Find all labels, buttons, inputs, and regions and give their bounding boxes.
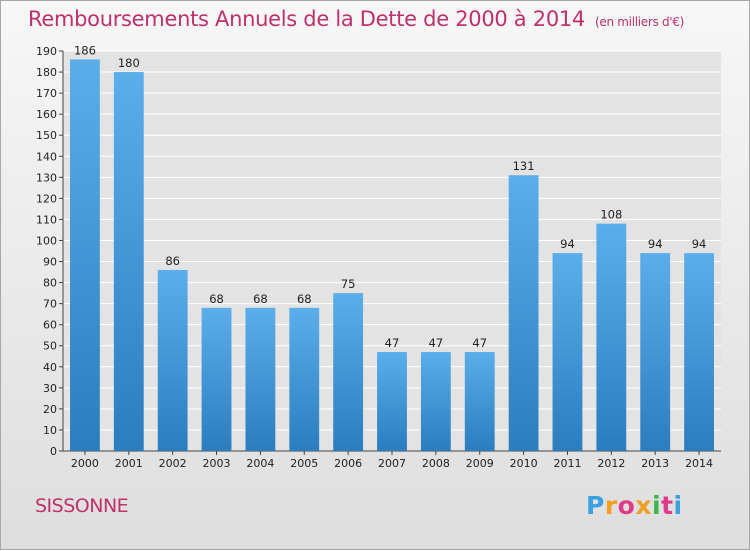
- x-tick-label: 2003: [203, 457, 231, 470]
- chart-title-text: Remboursements Annuels de la Dette de 20…: [28, 7, 585, 31]
- data-label: 94: [692, 237, 707, 251]
- x-tick-label: 2006: [334, 457, 362, 470]
- chart-title: Remboursements Annuels de la Dette de 20…: [28, 7, 684, 31]
- data-label: 68: [297, 292, 312, 306]
- y-tick-label: 180: [36, 66, 57, 79]
- x-tick-label: 2007: [378, 457, 406, 470]
- x-tick-label: 2005: [290, 457, 318, 470]
- bar: [464, 352, 495, 451]
- bar: [640, 253, 671, 451]
- data-label: 180: [118, 56, 140, 70]
- chart-unit-note: (en milliers d'€): [595, 15, 685, 29]
- logo-letter: i: [652, 491, 662, 520]
- y-tick-label: 100: [36, 234, 57, 247]
- bar: [552, 253, 583, 451]
- bar: [201, 307, 232, 451]
- y-tick-label: 40: [43, 361, 57, 374]
- x-tick-label: 2004: [246, 457, 274, 470]
- y-tick-label: 140: [36, 150, 57, 163]
- proxiti-logo: Proxiti: [586, 491, 683, 520]
- y-tick-label: 150: [36, 129, 57, 142]
- x-tick-label: 2002: [159, 457, 187, 470]
- bar: [684, 253, 714, 451]
- y-tick-label: 90: [43, 256, 57, 269]
- data-label: 186: [74, 43, 96, 57]
- y-tick-label: 170: [36, 87, 57, 100]
- y-tick-label: 30: [43, 382, 57, 395]
- x-tick-label: 2008: [422, 457, 450, 470]
- bar: [596, 223, 627, 451]
- bar: [70, 59, 100, 451]
- logo-letter: i: [673, 491, 683, 520]
- bar: [377, 352, 407, 451]
- x-tick-label: 2010: [510, 457, 538, 470]
- data-label: 75: [341, 277, 356, 291]
- bar: [333, 293, 364, 451]
- y-tick-label: 50: [43, 340, 57, 353]
- bar: [245, 307, 276, 451]
- y-tick-label: 190: [36, 45, 57, 58]
- y-tick-label: 130: [36, 171, 57, 184]
- data-label: 108: [600, 208, 622, 222]
- data-label: 47: [385, 336, 400, 350]
- y-tick-label: 80: [43, 277, 57, 290]
- x-tick-label: 2011: [553, 457, 581, 470]
- logo-letter: x: [635, 491, 652, 520]
- data-label: 47: [429, 336, 444, 350]
- logo-letter: r: [604, 491, 618, 520]
- y-tick-label: 160: [36, 108, 57, 121]
- x-tick-label: 2014: [685, 457, 713, 470]
- data-label: 68: [209, 292, 224, 306]
- data-label: 86: [165, 254, 180, 268]
- commune-name: SISSONNE: [35, 495, 129, 517]
- bar: [289, 307, 320, 451]
- logo-letter: P: [586, 491, 605, 520]
- y-tick-label: 20: [43, 403, 57, 416]
- bar: [113, 72, 144, 451]
- x-tick-label: 2001: [115, 457, 143, 470]
- x-tick-label: 2012: [597, 457, 625, 470]
- data-label: 94: [560, 237, 575, 251]
- bar: [157, 269, 188, 451]
- logo-letter: t: [661, 491, 674, 520]
- y-tick-label: 10: [43, 424, 57, 437]
- y-tick-label: 110: [36, 213, 57, 226]
- data-label: 68: [253, 292, 268, 306]
- x-tick-label: 2013: [641, 457, 669, 470]
- x-tick-label: 2000: [71, 457, 99, 470]
- bar: [508, 175, 539, 452]
- logo-letter: o: [617, 491, 636, 520]
- y-tick-label: 60: [43, 319, 57, 332]
- bar: [420, 352, 451, 451]
- y-tick-label: 0: [50, 445, 57, 458]
- y-tick-label: 70: [43, 298, 57, 311]
- data-label: 131: [513, 159, 535, 173]
- x-tick-label: 2009: [466, 457, 494, 470]
- data-label: 47: [472, 336, 487, 350]
- data-label: 94: [648, 237, 663, 251]
- y-tick-label: 120: [36, 192, 57, 205]
